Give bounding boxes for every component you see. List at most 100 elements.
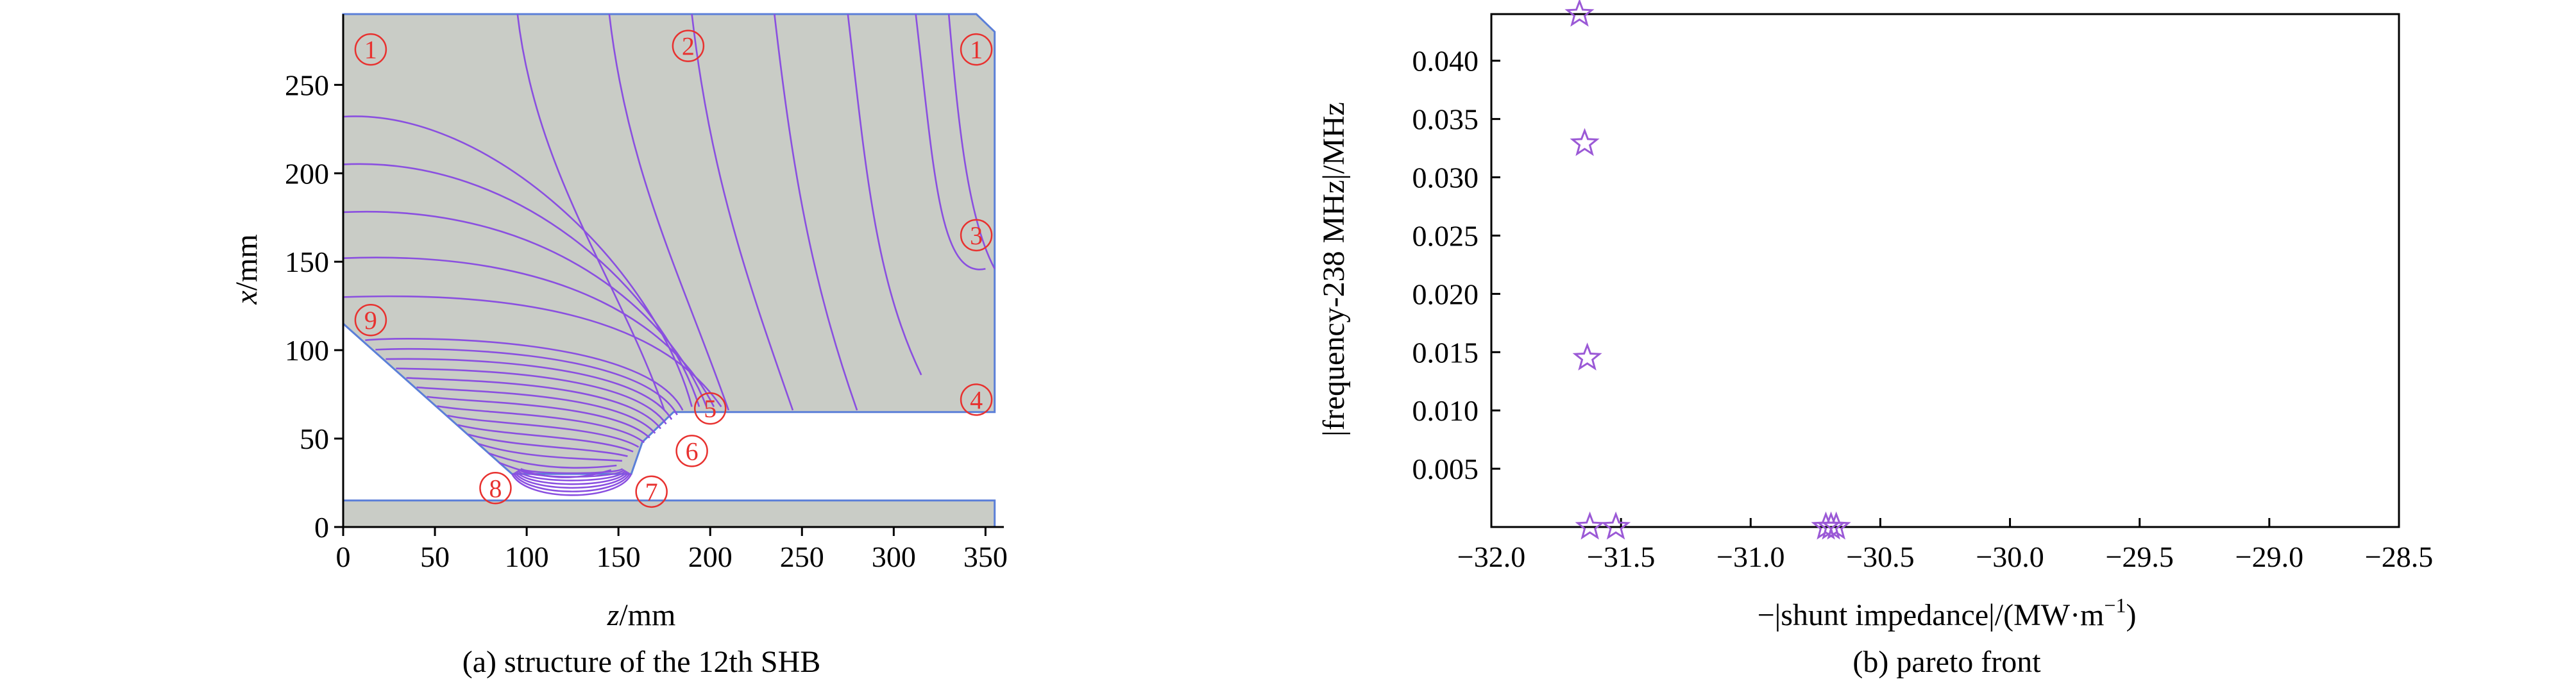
circled-marker-5: 5 bbox=[693, 392, 727, 425]
panel-b-x-axis-tail: ) bbox=[2126, 598, 2136, 632]
panel-a-x-tick-label: 100 bbox=[505, 540, 549, 573]
panel-b-plot-frame bbox=[1490, 13, 2400, 528]
panel-b-y-tick-label: 0.015 bbox=[1412, 336, 1479, 369]
panel-a-caption: (a) structure of the 12th SHB bbox=[462, 645, 821, 679]
pareto-point bbox=[1600, 511, 1631, 540]
pareto-point bbox=[1570, 128, 1600, 156]
field-line bbox=[511, 473, 632, 496]
marker-circle bbox=[479, 472, 512, 505]
marker-circle bbox=[672, 29, 705, 62]
circled-marker-3: 3 bbox=[960, 219, 993, 252]
panel-a-x-tick-label: 300 bbox=[872, 540, 916, 573]
field-line bbox=[518, 469, 625, 478]
panel-a-x-axis-title: z/mm bbox=[607, 598, 676, 632]
beam-pipe-bar bbox=[342, 499, 996, 528]
panel-b-x-tick-label: −31.5 bbox=[1587, 540, 1655, 573]
marker-label: 6 bbox=[686, 437, 699, 465]
field-line bbox=[915, 13, 986, 271]
field-line bbox=[516, 13, 665, 411]
panel-a-x-tick-label: 250 bbox=[780, 540, 824, 573]
field-line bbox=[365, 338, 684, 411]
field-line bbox=[513, 473, 631, 492]
panel-a-y-tick-label: 150 bbox=[285, 246, 329, 278]
field-line bbox=[517, 469, 627, 481]
field-line bbox=[774, 13, 858, 411]
marker-label: 1 bbox=[970, 35, 983, 64]
panel-a-x-axis-var: z bbox=[607, 598, 620, 632]
field-line bbox=[515, 471, 628, 485]
panel-a-region-layer bbox=[342, 13, 996, 528]
field-line bbox=[386, 358, 673, 420]
panel-b-x-tick-label: −30.5 bbox=[1846, 540, 1914, 573]
panel-b-y-tick-label: 0.025 bbox=[1412, 219, 1479, 252]
field-line bbox=[947, 13, 996, 269]
field-line bbox=[520, 467, 623, 474]
field-line bbox=[396, 367, 667, 425]
panel-b-ticks: −32.0 −31.5 −31.0 −30.5 −30.0 −29.5 −29.0 −28.5… bbox=[1412, 45, 2434, 573]
field-line bbox=[343, 295, 722, 408]
panel-b-x-tick-label: −31.0 bbox=[1716, 540, 1784, 573]
marker-circle bbox=[635, 475, 668, 508]
pareto-point bbox=[1572, 342, 1602, 371]
field-line bbox=[457, 424, 634, 453]
marker-label: 9 bbox=[364, 306, 377, 335]
field-line bbox=[416, 386, 656, 434]
marker-label: 7 bbox=[645, 478, 658, 506]
panel-b-x-axis-title: −|shunt impedance|/(MW·m−1) bbox=[1758, 594, 2137, 632]
panel-a-y-tick-label: 200 bbox=[285, 157, 329, 190]
panel-b-y-tick-label: 0.040 bbox=[1412, 45, 1479, 78]
panel-b-x-axis-sup: −1 bbox=[2104, 594, 2126, 617]
marker-circle bbox=[354, 33, 387, 66]
field-line bbox=[406, 377, 662, 430]
marker-label: 2 bbox=[682, 32, 695, 61]
field-line bbox=[468, 433, 628, 457]
circled-marker-7: 7 bbox=[635, 475, 668, 508]
panel-b-y-tick-label: 0.005 bbox=[1412, 453, 1479, 485]
marker-circle bbox=[354, 303, 387, 337]
field-line bbox=[447, 414, 640, 448]
panel-b-y-tick-label: 0.020 bbox=[1412, 278, 1479, 310]
panel-a-markers: 1 2 1 3 4 567 8 9 bbox=[354, 29, 993, 508]
cavity-region bbox=[342, 13, 996, 475]
field-line bbox=[691, 13, 794, 411]
panel-a-x-tick-label: 0 bbox=[336, 540, 351, 573]
field-line bbox=[608, 13, 730, 411]
panel-b-y-axis-title: |frequency-238 MHz|/MHz bbox=[1317, 102, 1351, 437]
circled-marker-4: 4 bbox=[960, 383, 993, 416]
field-line bbox=[514, 471, 629, 489]
field-line bbox=[488, 452, 617, 469]
marker-label: 4 bbox=[970, 385, 983, 414]
field-line bbox=[427, 396, 650, 439]
panel-b: −32.0 −31.5 −31.0 −30.5 −30.0 −29.5 −29.0 −28.5… bbox=[1317, 0, 2434, 679]
marker-circle bbox=[675, 435, 708, 467]
marker-label: 1 bbox=[364, 35, 377, 64]
panel-b-y-tick-label: 0.030 bbox=[1412, 162, 1479, 194]
panel-b-x-tick-label: −30.0 bbox=[1976, 540, 2044, 573]
circled-marker-1: 1 bbox=[354, 33, 387, 66]
panel-a-x-axis-unit: /mm bbox=[619, 598, 675, 632]
panel-a-y-axis-title: x/mm bbox=[230, 234, 264, 305]
panel-a-x-tick-label: 50 bbox=[420, 540, 450, 573]
panel-b-x-tick-label: −29.0 bbox=[2235, 540, 2303, 573]
panel-a-x-tick-label: 150 bbox=[597, 540, 641, 573]
panel-b-caption: (b) pareto front bbox=[1852, 645, 2041, 679]
panel-b-x-axis-main: −|shunt impedance|/(MW·m bbox=[1758, 598, 2105, 632]
circled-marker-1: 1 bbox=[960, 33, 993, 66]
marker-label: 8 bbox=[489, 474, 502, 503]
circled-marker-9: 9 bbox=[354, 303, 387, 337]
panel-b-x-tick-label: −29.5 bbox=[2105, 540, 2173, 573]
circled-marker-8: 8 bbox=[479, 472, 512, 505]
panel-a-y-axis-unit: /mm bbox=[230, 234, 264, 290]
panel-a-y-tick-label: 250 bbox=[285, 69, 329, 101]
panel-a-contour-layer bbox=[343, 13, 996, 496]
panel-b-x-tick-label: −28.5 bbox=[2365, 540, 2433, 573]
panel-b-y-tick-label: 0.010 bbox=[1412, 394, 1479, 427]
field-line bbox=[375, 347, 678, 415]
panel-b-points bbox=[1564, 0, 1851, 540]
pareto-point bbox=[1564, 0, 1595, 27]
marker-label: 5 bbox=[704, 394, 716, 423]
panel-a-y-axis-var: x bbox=[230, 290, 264, 305]
panel-a-y-tick-label: 100 bbox=[285, 334, 329, 367]
panel-b-x-tick-label: −32.0 bbox=[1457, 540, 1525, 573]
